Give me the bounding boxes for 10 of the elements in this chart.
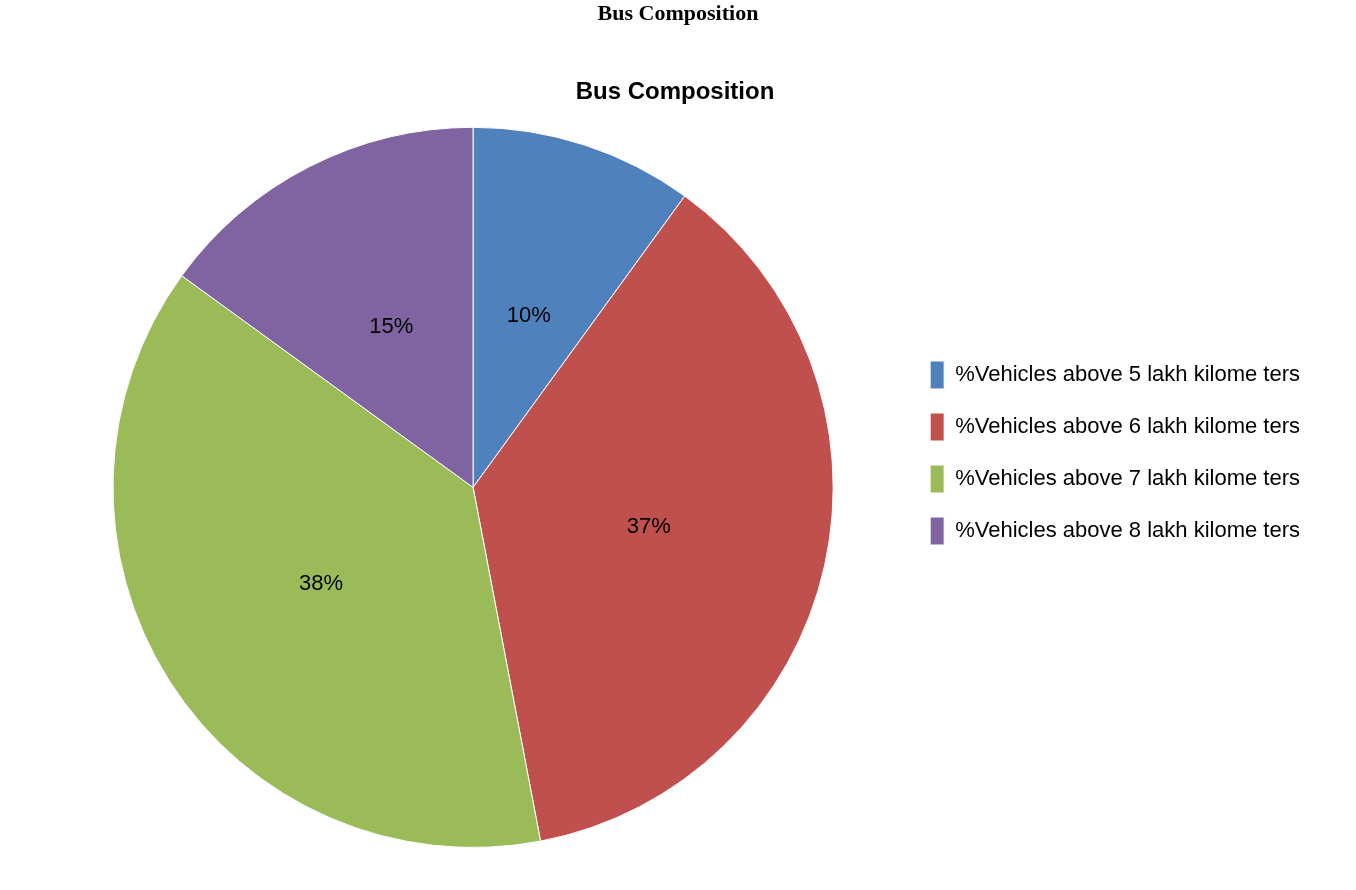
legend-label: %Vehicles above 7 lakh kilome ters	[955, 465, 1301, 491]
chart-title: Bus Composition	[596, 0, 760, 26]
data-label: 15%	[369, 313, 414, 339]
legend-label: %Vehicles above 6 lakh kilome ters	[955, 413, 1301, 439]
legend-label: %Vehicles above 5 lakh kilome ters	[955, 361, 1301, 387]
legend-label: %Vehicles above 8 lakh kilome ters	[955, 517, 1301, 543]
data-label: 37%	[626, 512, 671, 538]
data-label: 10%	[506, 302, 551, 328]
data-label: 38%	[299, 569, 344, 595]
chart-subtitle: Bus Composition	[575, 77, 775, 105]
